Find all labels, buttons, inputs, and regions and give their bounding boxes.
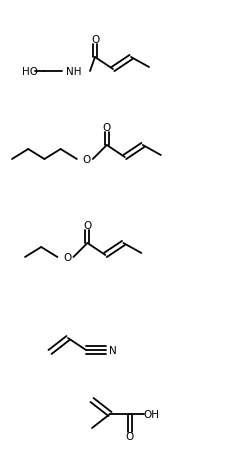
Text: O: O: [126, 431, 134, 441]
Text: O: O: [103, 123, 111, 133]
Text: OH: OH: [144, 409, 160, 419]
Text: O: O: [83, 220, 92, 230]
Text: NH: NH: [66, 67, 82, 77]
Text: HO: HO: [22, 67, 38, 77]
Text: O: O: [63, 252, 72, 263]
Text: N: N: [109, 345, 117, 355]
Text: O: O: [83, 155, 91, 165]
Text: O: O: [91, 35, 99, 45]
